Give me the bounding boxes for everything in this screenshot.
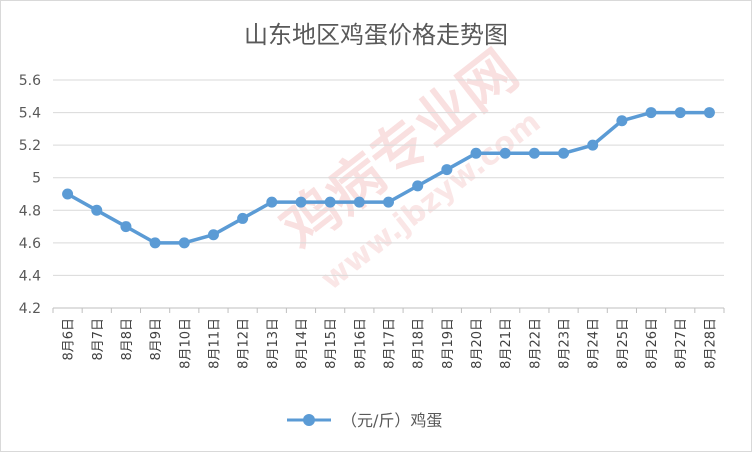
legend-label: （元/斤）鸡蛋 <box>341 411 442 430</box>
data-point <box>383 196 394 208</box>
x-tick-label: 8月22日 <box>528 318 543 369</box>
data-point <box>353 196 365 208</box>
y-tick-label: 4.4 <box>19 268 41 284</box>
y-tick-label: 4.8 <box>19 203 41 219</box>
x-tick-label: 8月17日 <box>383 318 398 369</box>
y-tick-label: 4.6 <box>19 236 41 252</box>
y-tick-label: 5 <box>32 171 41 187</box>
x-tick-label: 8月23日 <box>558 318 573 369</box>
y-tick-label: 5.6 <box>19 73 41 89</box>
data-point <box>587 139 599 151</box>
data-point <box>528 147 540 159</box>
x-tick-label: 8月27日 <box>674 318 689 369</box>
data-point <box>237 212 249 224</box>
x-tick-label: 8月28日 <box>703 318 718 369</box>
data-point <box>178 237 190 249</box>
data-point <box>412 180 424 192</box>
data-point <box>266 196 278 208</box>
x-tick-label: 8月12日 <box>237 318 252 369</box>
data-point <box>324 196 336 208</box>
legend: （元/斤）鸡蛋 <box>287 411 442 430</box>
y-axis-ticks: 4.2 4.4 4.6 4.8 5 5.2 5.4 5.6 <box>19 73 41 317</box>
x-tick-label: 8月19日 <box>441 318 456 369</box>
x-tick-label: 8月18日 <box>412 318 427 369</box>
x-tick-label: 8月25日 <box>616 318 631 369</box>
data-point <box>91 204 103 216</box>
x-tick-label: 8月14日 <box>295 318 310 369</box>
x-tick-label: 8月9日 <box>149 318 164 361</box>
x-tick-label: 8月16日 <box>353 318 368 369</box>
x-axis: 8月6日 8月7日 8月8日 8月9日 8月10日 8月11日 8月12日 8月13日 8月14… <box>52 307 725 369</box>
legend-point-marker <box>303 414 315 426</box>
x-tick-label: 8月10日 <box>178 318 193 369</box>
x-tick-label: 8月11日 <box>207 318 222 369</box>
data-point <box>616 115 628 127</box>
data-point <box>295 196 307 208</box>
x-tick-label: 8月21日 <box>499 318 514 369</box>
x-tick-label: 8月6日 <box>62 318 77 361</box>
data-point <box>441 164 453 176</box>
data-point <box>470 147 482 159</box>
data-point <box>674 107 686 119</box>
x-tick-label: 8月8日 <box>120 318 135 361</box>
x-tick-label: 8月15日 <box>324 318 339 369</box>
x-tick-label: 8月7日 <box>91 318 106 361</box>
grid <box>53 79 724 309</box>
data-point <box>207 229 219 241</box>
data-point <box>120 221 132 233</box>
series-layer <box>62 107 715 249</box>
y-tick-label: 5.2 <box>19 138 41 154</box>
x-tick-label: 8月26日 <box>645 318 660 369</box>
y-tick-label: 4.2 <box>19 301 41 317</box>
x-tick-label: 8月13日 <box>266 318 281 369</box>
watermark: 鸡病专业网 www.jbzyw.com <box>270 38 548 297</box>
data-point <box>149 237 161 249</box>
x-tick-label: 8月24日 <box>587 318 602 369</box>
data-point <box>645 107 657 119</box>
chart-title: 山东地区鸡蛋价格走势图 <box>244 21 508 49</box>
y-tick-label: 5.4 <box>19 106 41 122</box>
data-point <box>558 147 570 159</box>
data-point <box>703 107 715 119</box>
data-point <box>62 188 74 200</box>
x-tick-label: 8月20日 <box>470 318 485 369</box>
data-point <box>499 147 511 159</box>
